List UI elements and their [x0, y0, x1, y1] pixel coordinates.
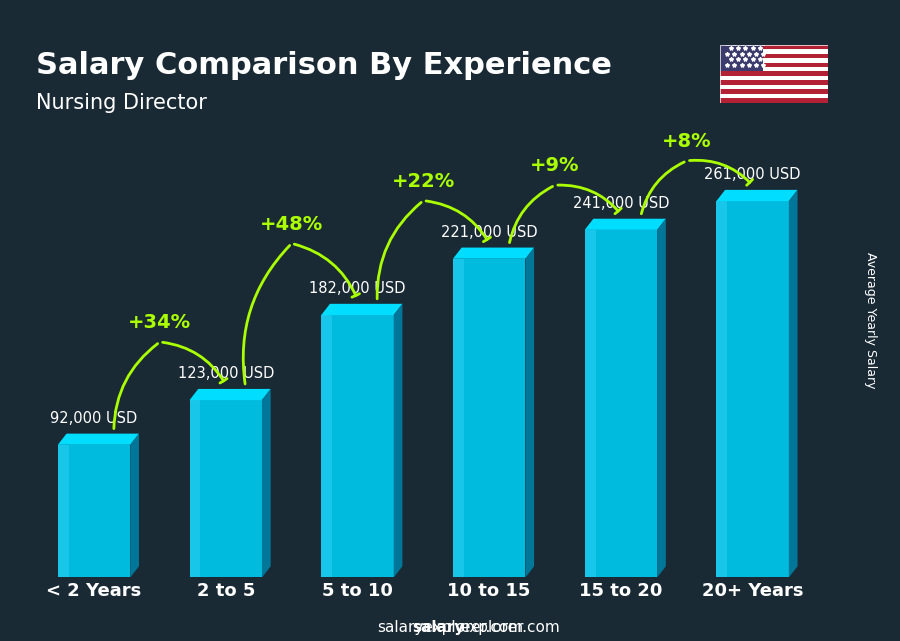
Polygon shape — [321, 315, 393, 578]
Polygon shape — [453, 259, 464, 578]
Bar — [720, 94, 828, 98]
Polygon shape — [190, 400, 201, 578]
Text: 92,000 USD: 92,000 USD — [50, 411, 138, 426]
Bar — [720, 72, 828, 76]
Bar — [720, 80, 828, 85]
Text: salary: salary — [412, 620, 464, 635]
Text: +34%: +34% — [129, 313, 192, 332]
Text: Nursing Director: Nursing Director — [36, 93, 207, 113]
Bar — [720, 45, 763, 72]
Polygon shape — [321, 315, 332, 578]
Polygon shape — [657, 219, 666, 578]
Bar — [720, 89, 828, 94]
Bar — [720, 67, 828, 72]
Text: +8%: +8% — [662, 132, 712, 151]
Polygon shape — [58, 433, 139, 445]
Bar — [720, 63, 828, 67]
Text: +9%: +9% — [530, 156, 580, 176]
Bar — [720, 76, 828, 80]
Text: 241,000 USD: 241,000 USD — [572, 196, 670, 211]
Text: 182,000 USD: 182,000 USD — [310, 281, 406, 296]
Polygon shape — [262, 389, 271, 578]
Text: 221,000 USD: 221,000 USD — [441, 224, 537, 240]
Polygon shape — [130, 433, 139, 578]
Polygon shape — [190, 389, 271, 400]
Text: +48%: +48% — [260, 215, 323, 233]
Polygon shape — [58, 445, 130, 578]
Polygon shape — [585, 219, 666, 230]
Polygon shape — [788, 190, 797, 578]
Bar — [720, 49, 828, 54]
Bar — [720, 45, 828, 49]
Bar — [720, 85, 828, 89]
Polygon shape — [585, 230, 657, 578]
Polygon shape — [716, 201, 727, 578]
Text: Average Yearly Salary: Average Yearly Salary — [865, 253, 878, 388]
Polygon shape — [585, 230, 596, 578]
Polygon shape — [453, 259, 526, 578]
Text: 261,000 USD: 261,000 USD — [705, 167, 801, 182]
Polygon shape — [526, 247, 534, 578]
Polygon shape — [453, 247, 534, 259]
Polygon shape — [716, 190, 797, 201]
Text: explorer.com: explorer.com — [460, 620, 560, 635]
Text: +22%: +22% — [392, 172, 455, 191]
Polygon shape — [393, 304, 402, 578]
Text: 123,000 USD: 123,000 USD — [177, 366, 274, 381]
Polygon shape — [190, 400, 262, 578]
Polygon shape — [58, 445, 68, 578]
Bar — [720, 58, 828, 63]
Bar — [720, 98, 828, 103]
Bar — [720, 54, 828, 58]
Polygon shape — [321, 304, 402, 315]
Polygon shape — [716, 201, 788, 578]
Text: salaryexplorer.com: salaryexplorer.com — [377, 620, 523, 635]
Text: Salary Comparison By Experience: Salary Comparison By Experience — [36, 51, 612, 80]
